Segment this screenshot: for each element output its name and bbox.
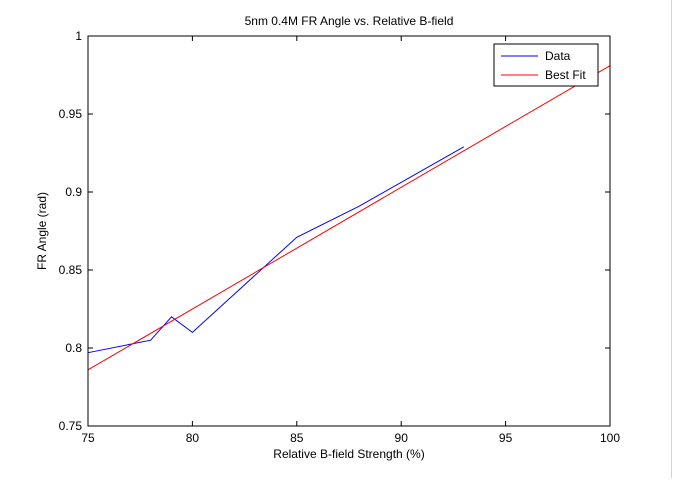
x-tick-label: 85: [290, 431, 304, 445]
tick-layer: 75 80 85 90 95 100 0.75 0.8 0.85 0.9 0.95 1: [59, 29, 621, 445]
series-line-data: [87, 146, 465, 354]
legend-box: [493, 43, 599, 87]
legend-label-data: Data: [545, 49, 571, 63]
y-tick-label: 0.85: [59, 263, 83, 277]
legend: Data Best Fit: [493, 43, 599, 87]
x-axis-label: Relative B-field Strength (%): [273, 447, 424, 461]
y-tick-label: 1: [75, 29, 82, 43]
axes-background: [88, 36, 610, 426]
series-layer: [87, 65, 611, 371]
y-axis-label: FR Angle (rad): [35, 192, 49, 270]
y-tick-label: 0.75: [59, 419, 83, 433]
chart-title: 5nm 0.4M FR Angle vs. Relative B-field: [245, 14, 454, 28]
y-tick-label: 0.9: [65, 185, 82, 199]
x-tick-label: 90: [395, 431, 409, 445]
x-tick-label: 100: [600, 431, 620, 445]
legend-label-best-fit: Best Fit: [545, 68, 586, 82]
right-edge-line: [671, 0, 672, 478]
y-tick-label: 0.8: [65, 341, 82, 355]
axes-box: [87, 35, 611, 427]
y-tick-label: 0.95: [59, 107, 83, 121]
x-tick-label: 80: [186, 431, 200, 445]
x-tick-label: 95: [499, 431, 513, 445]
series-line-best-fit: [87, 65, 611, 371]
x-tick-label: 75: [81, 431, 95, 445]
